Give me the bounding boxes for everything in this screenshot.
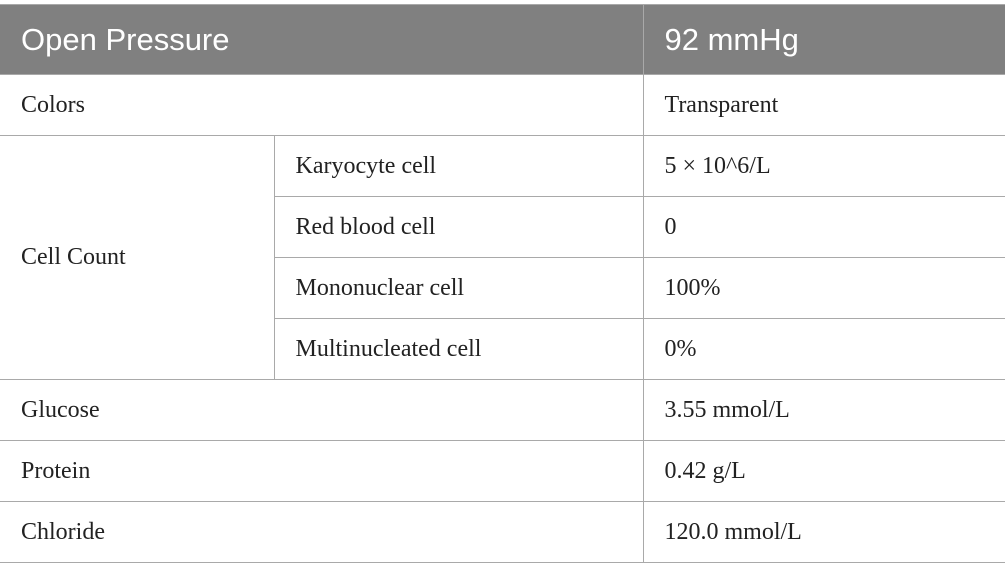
sub-row-label: Red blood cell (273, 196, 644, 258)
csf-results-table: Open Pressure 92 mmHg Colors Transparent… (0, 4, 1005, 563)
table-header-row: Open Pressure 92 mmHg (0, 4, 1005, 75)
row-label-protein: Protein (0, 440, 644, 502)
table-row: Multinucleated cell 0% (0, 318, 1005, 380)
sub-row-label: Mononuclear cell (273, 257, 644, 319)
sub-row-value: 5 × 10^6/L (642, 135, 1005, 197)
sub-row-value: 0% (642, 318, 1005, 380)
sub-row-value: 0 (642, 196, 1005, 258)
row-value-chloride: 120.0 mmol/L (642, 501, 1005, 563)
sub-row-value: 100% (642, 257, 1005, 319)
row-label-chloride: Chloride (0, 501, 644, 563)
table-row: Colors Transparent (0, 74, 1005, 136)
header-label: Open Pressure (0, 4, 644, 75)
table-row: Red blood cell 0 (0, 196, 1005, 258)
row-label-glucose: Glucose (0, 379, 644, 441)
sub-row-label: Multinucleated cell (273, 318, 644, 380)
row-label-cell-count: Cell Count (0, 135, 275, 380)
sub-row-label: Karyocyte cell (273, 135, 644, 197)
table-row: Glucose 3.55 mmol/L (0, 379, 1005, 441)
table-row: Cell Count Karyocyte cell 5 × 10^6/L (0, 135, 1005, 380)
table-row: Chloride 120.0 mmol/L (0, 501, 1005, 563)
header-value: 92 mmHg (642, 4, 1005, 75)
row-value-protein: 0.42 g/L (642, 440, 1005, 502)
row-label-colors: Colors (0, 74, 644, 136)
table-row: Protein 0.42 g/L (0, 440, 1005, 502)
row-value-colors: Transparent (642, 74, 1005, 136)
row-value-glucose: 3.55 mmol/L (642, 379, 1005, 441)
